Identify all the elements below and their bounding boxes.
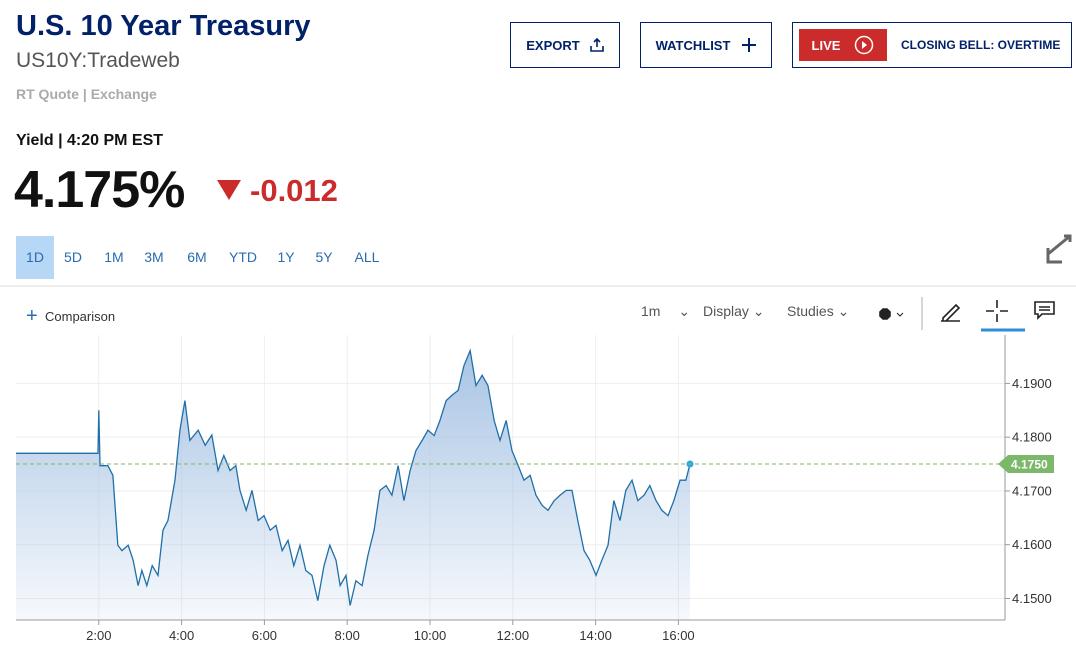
y-tick-label: 4.1700 [1012, 483, 1052, 498]
interval-label: 1m [641, 303, 661, 319]
plus-sign: + [26, 305, 38, 327]
draw-icon[interactable] [941, 303, 961, 322]
source: RT Quote | Exchange [16, 86, 157, 102]
range-tab[interactable]: 6M [187, 249, 207, 265]
chevron [896, 312, 904, 317]
range-tab[interactable]: 3M [144, 249, 164, 265]
x-tick-label: 6:00 [252, 628, 277, 643]
range-tab[interactable]: 5Y [315, 249, 333, 265]
button-label: EXPORT [526, 37, 580, 53]
comparison[interactable]: Comparison [45, 309, 116, 324]
live-badge: LIVE [799, 29, 887, 61]
symbol: US10Y:Tradeweb [16, 49, 180, 72]
line [16, 348, 691, 606]
play-icon [855, 35, 874, 55]
x-tick-label: 10:00 [414, 628, 447, 643]
export-button[interactable]: EXPORT [510, 22, 620, 68]
toolbar-icons [879, 234, 1072, 332]
down-arrow [217, 180, 241, 200]
y-tick-label: 4.1800 [1012, 430, 1052, 445]
range-tab[interactable]: 1Y [277, 249, 295, 265]
range-tab[interactable]: 5D [64, 249, 82, 265]
live-show: CLOSING BELL: OVERTIME [901, 38, 1061, 52]
studies-label: Studies [787, 303, 834, 319]
x-tick-label: 2:00 [86, 628, 111, 643]
live-label: LIVE [811, 37, 841, 53]
range-tab[interactable]: ALL [354, 249, 380, 265]
change: -0.012 [250, 173, 338, 208]
x-tick-label: 12:00 [497, 628, 530, 643]
plus-icon [742, 38, 757, 52]
display-label: Display [703, 303, 749, 319]
comment-icon[interactable] [1034, 301, 1055, 320]
x-tick-label: 14:00 [579, 628, 612, 643]
interval[interactable]: 1m ⌄ [641, 303, 691, 319]
area [16, 350, 690, 620]
range-tab[interactable]: 1D [16, 236, 54, 279]
watchlist-button[interactable]: WATCHLIST [640, 22, 772, 68]
display[interactable]: Display ⌄ [703, 303, 765, 319]
crosshair-icon[interactable] [986, 300, 1008, 322]
title: U.S. 10 Year Treasury [16, 10, 311, 42]
reference-tag [998, 455, 1054, 474]
x-tick-label: 16:00 [662, 628, 695, 643]
y-tick-label: 4.1600 [1012, 537, 1052, 552]
x-tick-label: 8:00 [335, 628, 360, 643]
range-tab[interactable]: 1M [104, 249, 124, 265]
studies[interactable]: Studies ⌄ [787, 303, 850, 319]
reference-label: 4.1750 [1011, 458, 1048, 472]
export-icon [589, 38, 604, 52]
expand-icon[interactable] [1046, 234, 1072, 264]
y-tick-label: 4.1500 [1012, 591, 1052, 606]
live-button[interactable]: LIVE CLOSING BELL: OVERTIME [792, 22, 1072, 68]
button-label: WATCHLIST [655, 37, 731, 53]
quote-label: Yield | 4:20 PM EST [16, 132, 164, 149]
price: 4.175% [14, 161, 185, 219]
settings-icon[interactable] [879, 308, 891, 320]
x-tick-label: 4:00 [169, 628, 194, 643]
range-tab[interactable]: YTD [229, 249, 257, 265]
y-tick-label: 4.1900 [1012, 376, 1052, 391]
